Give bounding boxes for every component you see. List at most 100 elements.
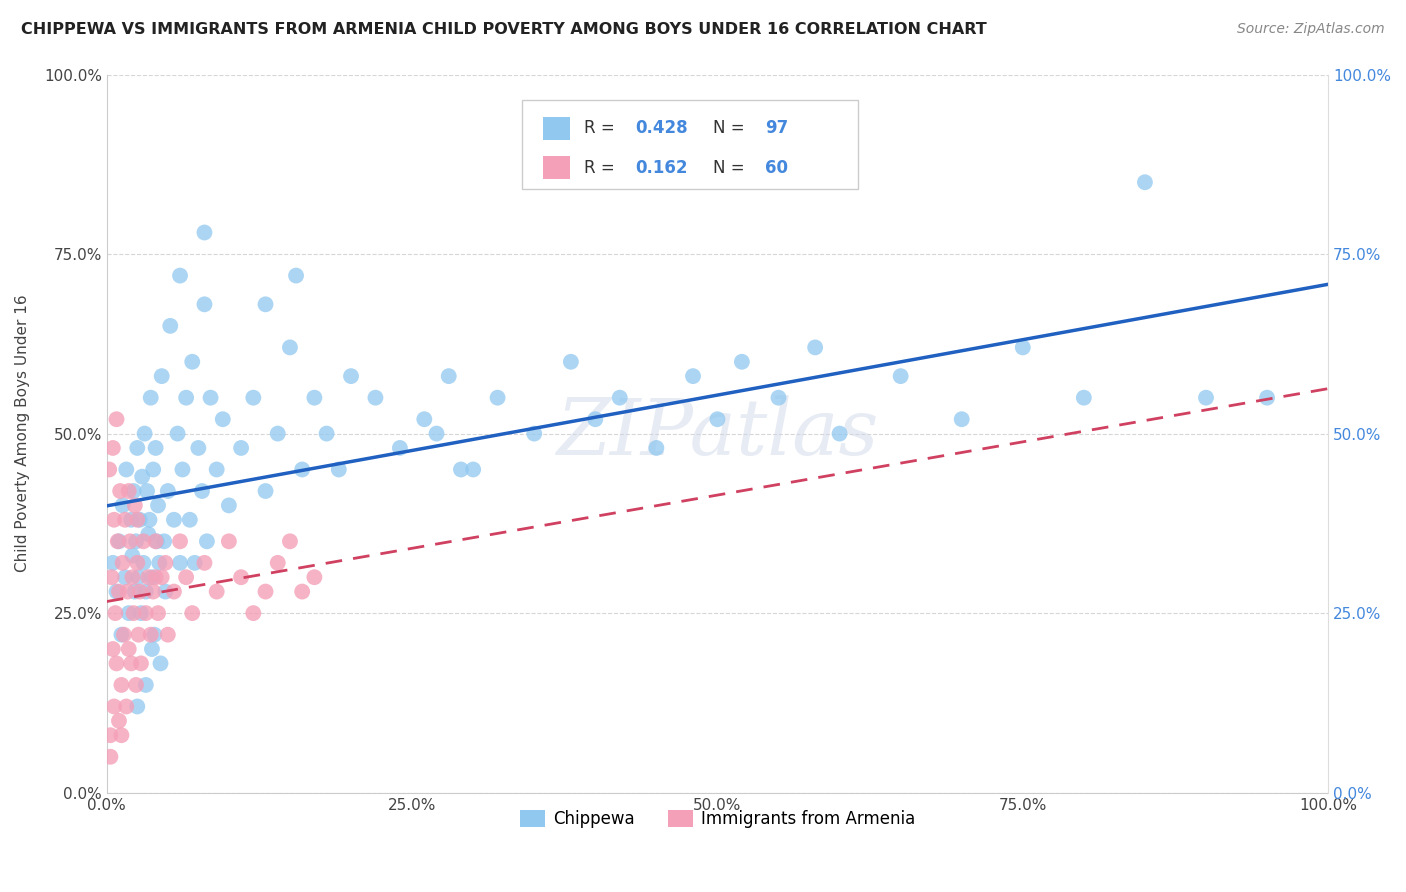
Point (304, 570, 326, 584)
Text: 0.428: 0.428 (636, 119, 688, 137)
Point (218, 499, 240, 513)
Point (193, 226, 215, 240)
Point (108, 483, 131, 498)
Point (413, 412, 436, 426)
Point (128, 628, 150, 642)
Text: ZIPatlas: ZIPatlas (557, 395, 879, 472)
Point (1073, 391, 1095, 405)
Text: N =: N = (713, 119, 749, 137)
Point (205, 462, 228, 476)
Point (124, 584, 146, 599)
Point (166, 426, 188, 441)
Point (101, 556, 124, 570)
Point (101, 642, 124, 657)
Point (211, 412, 233, 426)
Point (138, 513, 160, 527)
Point (110, 728, 132, 742)
Point (200, 391, 222, 405)
Point (103, 513, 125, 527)
Point (174, 570, 197, 584)
Point (560, 355, 582, 369)
Point (100, 749, 122, 764)
Point (218, 534, 240, 549)
Point (118, 483, 141, 498)
Point (145, 570, 167, 584)
Text: CHIPPEWA VS IMMIGRANTS FROM ARMENIA CHILD POVERTY AMONG BOYS UNDER 16 CORRELATIO: CHIPPEWA VS IMMIGRANTS FROM ARMENIA CHIL… (21, 22, 987, 37)
Point (114, 570, 136, 584)
Point (132, 556, 155, 570)
Point (523, 426, 546, 441)
Point (124, 499, 146, 513)
Point (828, 426, 851, 441)
Point (609, 391, 631, 405)
Point (193, 556, 215, 570)
Point (118, 534, 141, 549)
Point (254, 297, 277, 311)
Text: R =: R = (585, 119, 620, 137)
Point (890, 369, 912, 384)
Point (437, 369, 460, 384)
Point (315, 426, 337, 441)
Point (163, 513, 186, 527)
Point (169, 556, 191, 570)
Point (132, 534, 155, 549)
Point (150, 570, 173, 584)
Point (98, 462, 121, 476)
Point (254, 584, 277, 599)
Text: N =: N = (713, 159, 749, 177)
Point (145, 441, 167, 455)
Point (136, 570, 159, 584)
Point (127, 699, 149, 714)
Point (139, 628, 162, 642)
Point (111, 499, 134, 513)
Point (155, 556, 177, 570)
Point (121, 549, 143, 563)
Point (142, 462, 165, 476)
Point (229, 441, 252, 455)
Point (135, 584, 157, 599)
Point (1256, 391, 1278, 405)
Point (425, 426, 447, 441)
Point (583, 412, 606, 426)
Point (191, 483, 214, 498)
Point (340, 369, 363, 384)
Point (156, 483, 179, 498)
Point (267, 556, 290, 570)
Point (121, 570, 143, 584)
Point (135, 606, 157, 620)
Point (118, 642, 141, 657)
Point (682, 369, 704, 384)
Point (100, 728, 122, 742)
Point (141, 642, 163, 657)
Point (127, 556, 149, 570)
Point (242, 391, 264, 405)
Point (143, 628, 166, 642)
Point (149, 657, 172, 671)
Point (110, 628, 132, 642)
Point (291, 584, 314, 599)
FancyBboxPatch shape (522, 100, 858, 189)
Point (128, 584, 150, 599)
Point (328, 462, 350, 476)
FancyBboxPatch shape (543, 156, 569, 179)
Point (150, 369, 173, 384)
Point (159, 318, 181, 333)
Point (1195, 391, 1218, 405)
Point (187, 441, 209, 455)
FancyBboxPatch shape (543, 117, 569, 139)
Point (486, 391, 509, 405)
Point (136, 527, 159, 541)
Point (108, 534, 131, 549)
Point (174, 391, 197, 405)
Point (242, 606, 264, 620)
Point (146, 606, 169, 620)
Point (169, 268, 191, 283)
Point (141, 570, 163, 584)
Point (120, 657, 142, 671)
Point (100, 570, 122, 584)
Point (107, 534, 129, 549)
Point (254, 483, 277, 498)
Point (105, 584, 128, 599)
Point (111, 556, 134, 570)
Point (163, 584, 186, 599)
